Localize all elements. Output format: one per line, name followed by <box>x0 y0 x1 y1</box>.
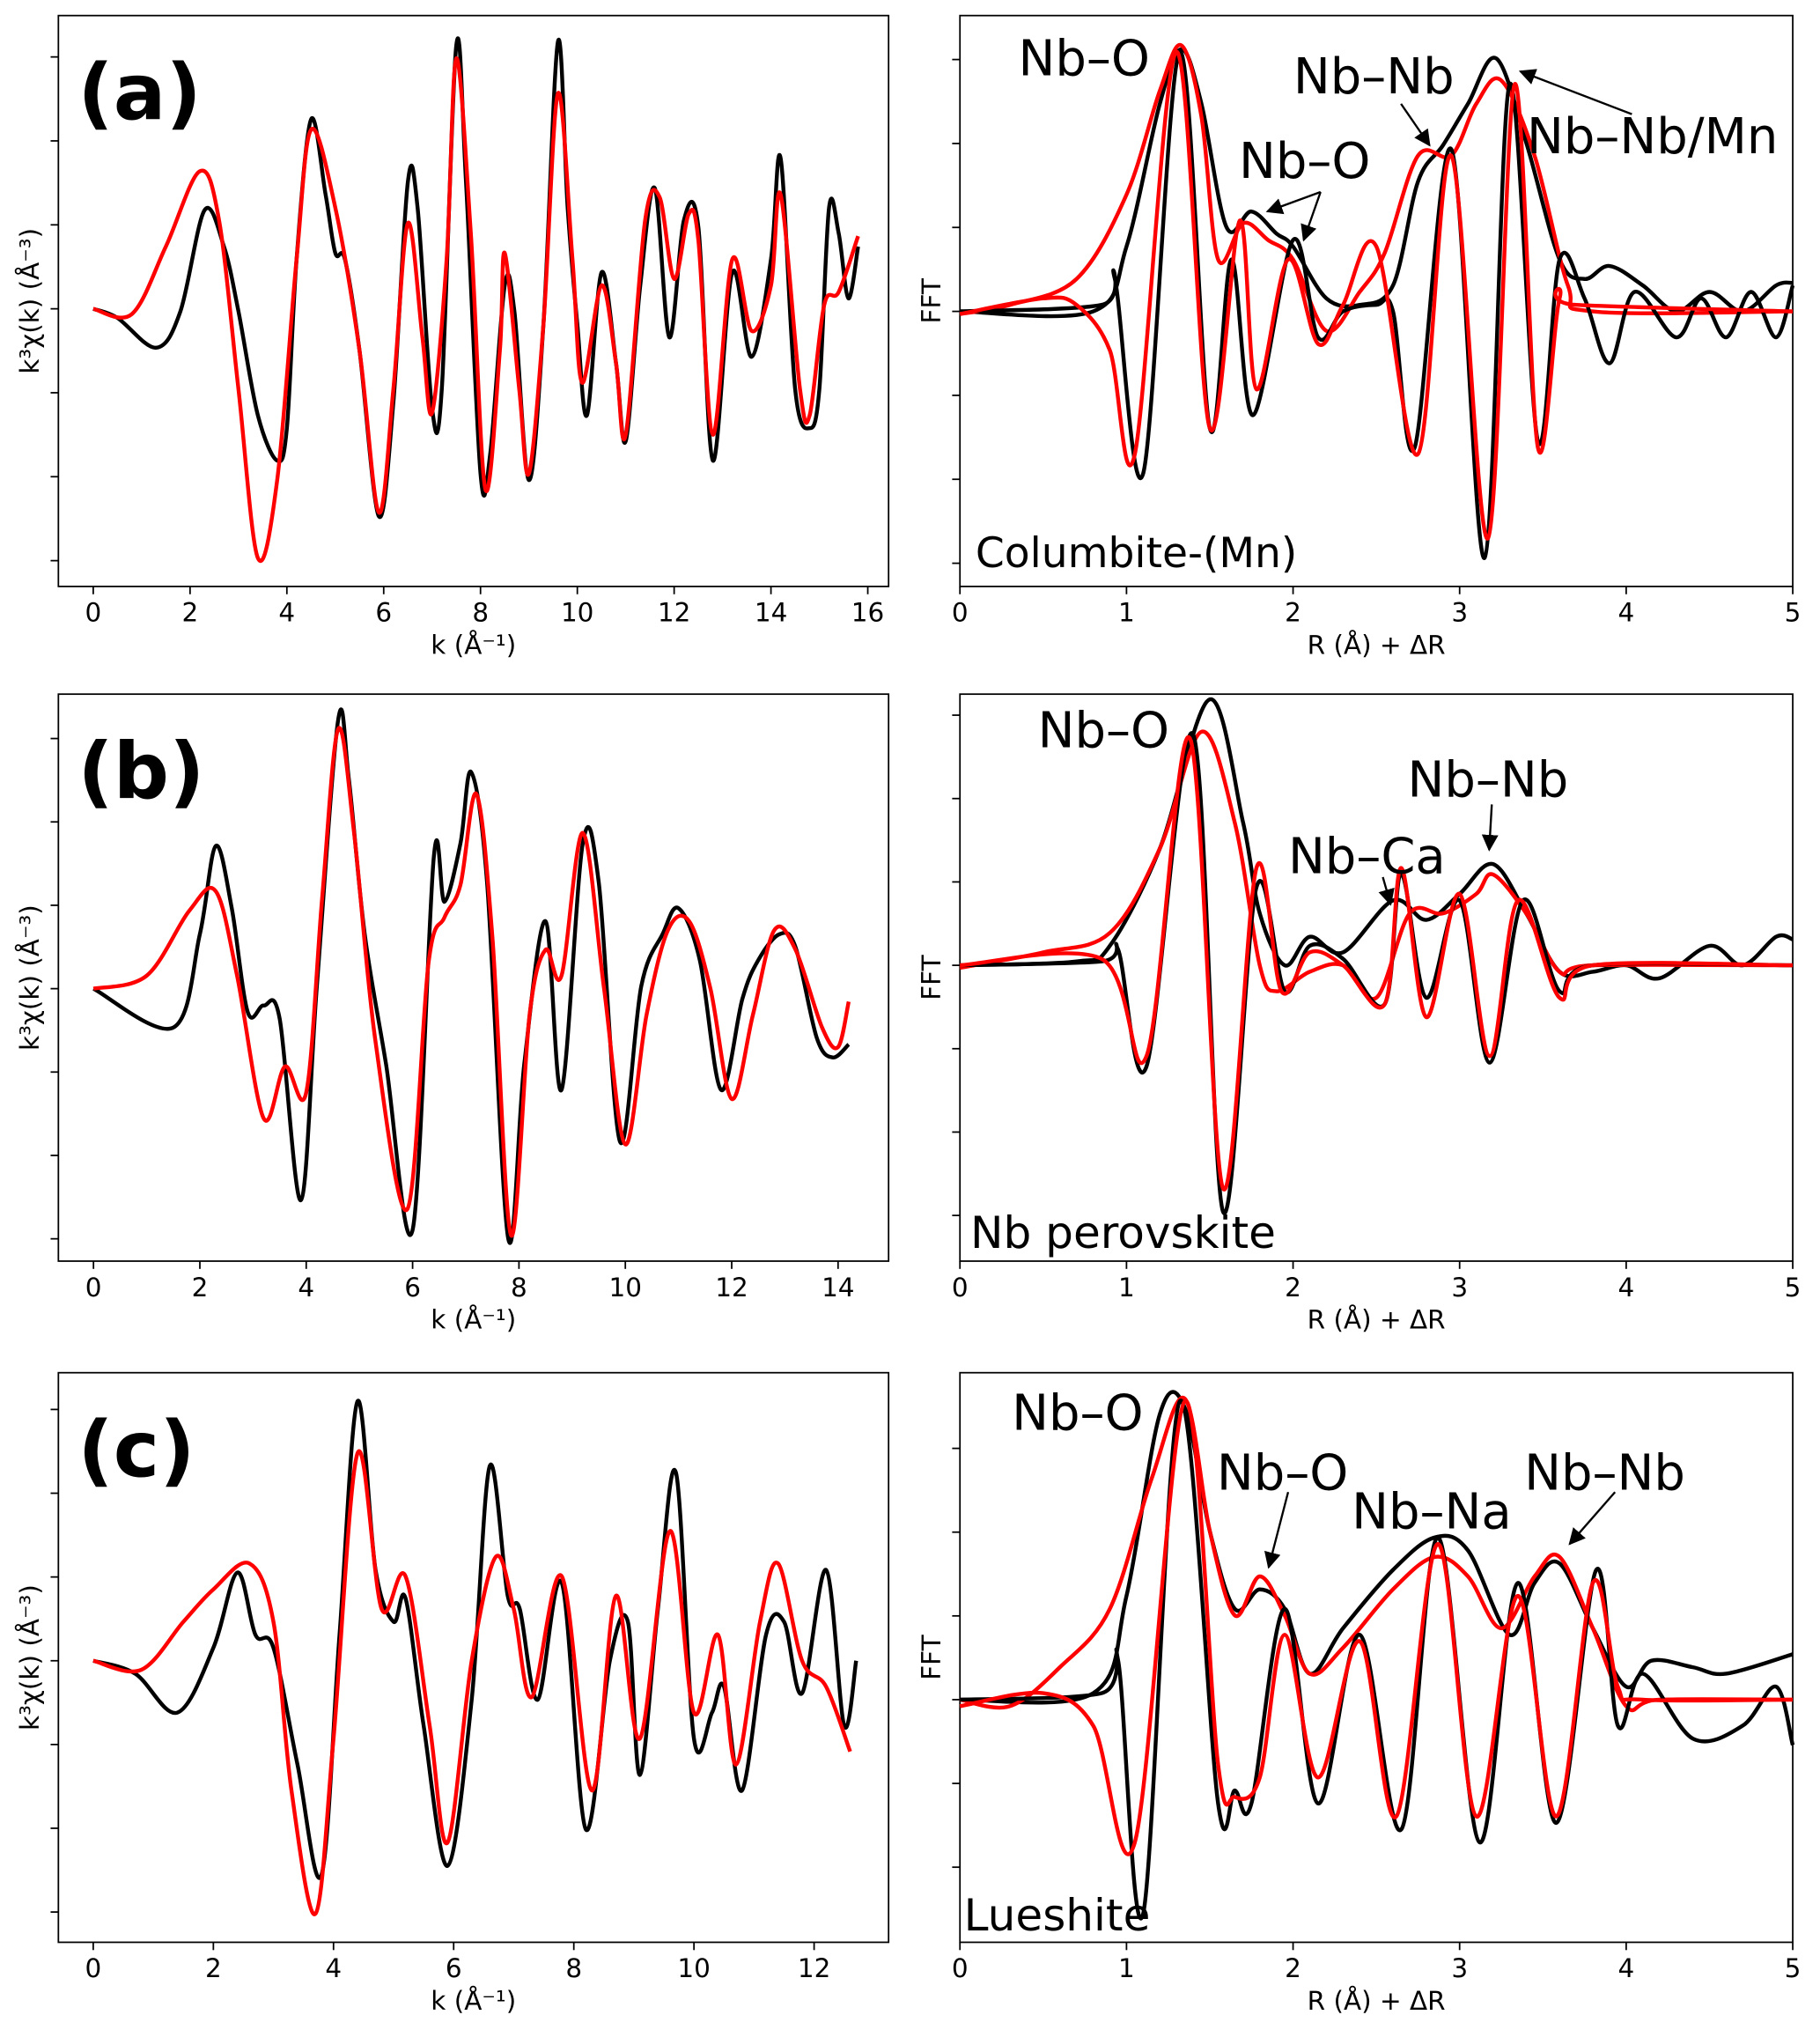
arrow-c-nb-o <box>1264 1491 1290 1569</box>
x-tick-label: 4 <box>278 598 295 628</box>
x-tick-label: 8 <box>472 598 489 628</box>
x-tick-label: 2 <box>205 1953 222 1983</box>
plot-frame <box>57 14 890 587</box>
x-tick-label: 14 <box>755 598 787 628</box>
x-tick-label: 0 <box>85 1273 102 1303</box>
panel-label-c: (c) <box>77 1405 195 1495</box>
annotation-nb-nb: Nb–Nb <box>1293 48 1455 106</box>
y-axis-label: k³χ(k) (Å⁻³) <box>14 904 45 1051</box>
x-tick-label: 5 <box>1785 598 1802 628</box>
y-axis-label: k³χ(k) (Å⁻³) <box>14 1584 45 1731</box>
plot-frame <box>57 1371 890 1944</box>
y-axis-label: FFT <box>917 954 947 1000</box>
x-tick-label: 0 <box>952 598 969 628</box>
x-tick-label: 1 <box>1118 1273 1135 1303</box>
x-tick-label: 3 <box>1451 1953 1468 1983</box>
fit-curve-3 <box>960 734 1794 1192</box>
x-axis-label: R (Å) + ΔR <box>1308 1304 1446 1335</box>
fit-curve-1 <box>92 1449 852 1916</box>
y-axis-label: FFT <box>917 277 947 323</box>
x-tick-label: 2 <box>1285 1953 1301 1983</box>
x-tick-label: 3 <box>1451 1273 1468 1303</box>
arrow-nb-o-2 <box>1301 191 1322 242</box>
arrow-c-nb-nb <box>1568 1491 1617 1546</box>
x-tick-label: 8 <box>565 1953 582 1983</box>
annotation-nb-o: Nb–O <box>1038 703 1169 760</box>
data-curve-0 <box>960 1390 1794 1705</box>
x-tick-label: 0 <box>952 1953 969 1983</box>
panel-label-b: (b) <box>77 726 204 816</box>
fit-curve-3 <box>959 1399 1794 1856</box>
y-axis-label: FFT <box>917 1634 947 1679</box>
sample-label-columbite: Columbite-(Mn) <box>976 529 1297 578</box>
x-tick-label: 12 <box>715 1273 748 1303</box>
x-tick-label: 10 <box>677 1953 710 1983</box>
annotation-nb-o: Nb–O <box>1012 1385 1143 1443</box>
annotation-nb-nb: Nb–Nb <box>1407 752 1568 809</box>
arrow-nb-nb <box>1400 103 1431 147</box>
x-axis-label: k (Å⁻¹) <box>431 1985 516 2016</box>
x-tick-label: 2 <box>1285 1273 1301 1303</box>
x-tick-label: 4 <box>1618 1953 1635 1983</box>
x-axis-label: R (Å) + ΔR <box>1308 630 1446 661</box>
x-tick-label: 0 <box>85 598 102 628</box>
x-tick-label: 0 <box>85 1953 102 1983</box>
x-tick-label: 0 <box>952 1273 969 1303</box>
x-tick-label: 8 <box>511 1273 527 1303</box>
annotation-nb-o-2: Nb–O <box>1217 1444 1348 1502</box>
x-tick-label: 16 <box>851 598 884 628</box>
x-tick-label: 5 <box>1785 1273 1802 1303</box>
x-tick-label: 4 <box>1618 598 1635 628</box>
x-tick-label: 3 <box>1451 598 1468 628</box>
x-tick-label: 1 <box>1118 598 1135 628</box>
sample-label-lueshite: Lueshite <box>964 1890 1151 1941</box>
x-tick-label: 2 <box>1285 598 1301 628</box>
x-axis-label: k (Å⁻¹) <box>431 630 516 661</box>
x-tick-label: 12 <box>798 1953 830 1983</box>
plot-frame <box>57 693 890 1262</box>
x-tick-label: 2 <box>192 1273 209 1303</box>
annotation-nb-o: Nb–O <box>1019 30 1150 87</box>
annotation-nb-na: Nb–Na <box>1352 1483 1512 1540</box>
panel-label-a: (a) <box>77 48 201 138</box>
x-tick-label: 14 <box>822 1273 854 1303</box>
x-tick-label: 4 <box>325 1953 342 1983</box>
fit-curve-1 <box>92 726 851 1238</box>
arrow-nb-nb-mn <box>1518 69 1632 115</box>
annotation-nb-nb: Nb–Nb <box>1524 1444 1685 1502</box>
arrow-b-nb-ca <box>1378 876 1395 906</box>
data-curve-0 <box>92 36 860 520</box>
x-tick-label: 1 <box>1118 1953 1135 1983</box>
x-tick-label: 6 <box>446 1953 462 1983</box>
x-tick-label: 10 <box>608 1273 641 1303</box>
data-curve-2 <box>960 1399 1795 1921</box>
x-axis-label: k (Å⁻¹) <box>431 1304 516 1335</box>
fit-curve-1 <box>92 56 860 564</box>
plot-frame <box>959 693 1794 1262</box>
x-axis-label: R (Å) + ΔR <box>1308 1985 1446 2016</box>
x-tick-label: 4 <box>298 1273 314 1303</box>
arrow-nb-o-1 <box>1265 190 1322 215</box>
data-curve-0 <box>92 707 851 1245</box>
x-tick-label: 6 <box>404 1273 421 1303</box>
arrow-b-nb-nb <box>1481 804 1499 852</box>
x-tick-label: 4 <box>1618 1273 1635 1303</box>
x-tick-label: 10 <box>561 598 593 628</box>
fit-curve-3 <box>959 49 1794 541</box>
sample-label-perovskite: Nb perovskite <box>970 1207 1276 1258</box>
fit-curve-1 <box>959 42 1794 334</box>
plot-frame <box>959 14 1794 587</box>
annotation-nb-o-2: Nb–O <box>1239 133 1370 190</box>
annotation-nb-nb-mn: Nb–Nb/Mn <box>1527 108 1778 166</box>
x-tick-label: 6 <box>375 598 392 628</box>
annotation-nb-ca: Nb–Ca <box>1288 828 1446 885</box>
plot-frame <box>959 1371 1794 1944</box>
x-tick-label: 12 <box>658 598 690 628</box>
x-tick-label: 2 <box>181 598 198 628</box>
y-axis-label: k³χ(k) (Å⁻³) <box>14 228 45 374</box>
x-tick-label: 5 <box>1785 1953 1802 1983</box>
